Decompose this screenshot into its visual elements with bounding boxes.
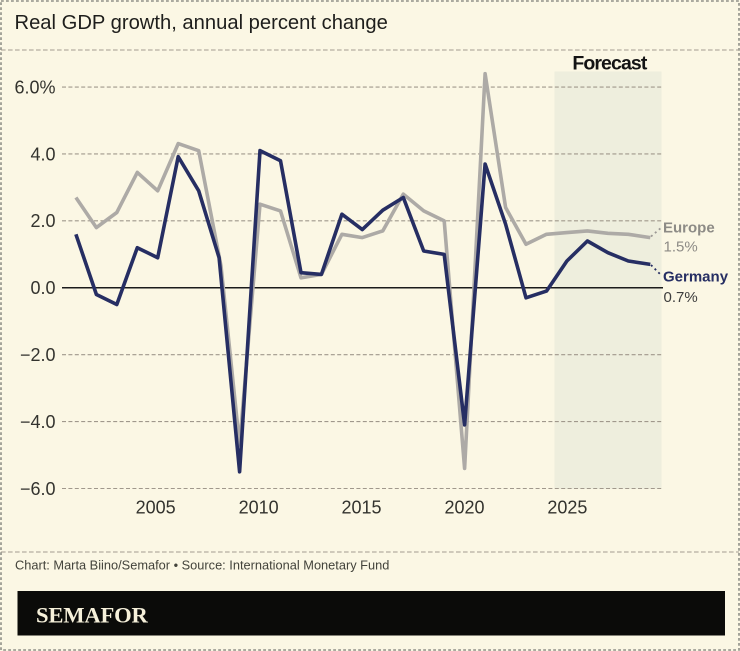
svg-text:Real GDP growth, annual percen: Real GDP growth, annual percent change	[15, 12, 388, 34]
svg-text:2015: 2015	[341, 498, 381, 518]
svg-text:Forecast: Forecast	[572, 52, 647, 74]
svg-text:2005: 2005	[136, 498, 176, 518]
svg-text:−4.0: −4.0	[20, 412, 56, 432]
svg-text:2.0: 2.0	[30, 211, 55, 231]
svg-text:Germany: Germany	[663, 268, 729, 285]
svg-text:0.0: 0.0	[30, 278, 55, 298]
svg-text:Chart: Marta Biino/Semafor • S: Chart: Marta Biino/Semafor • Source: Int…	[15, 558, 389, 573]
svg-text:1.5%: 1.5%	[664, 239, 698, 256]
svg-text:2010: 2010	[239, 498, 279, 518]
svg-text:6.0%: 6.0%	[14, 78, 55, 98]
svg-text:2020: 2020	[444, 498, 484, 518]
svg-text:SEMAFOR: SEMAFOR	[36, 603, 148, 628]
svg-text:−2.0: −2.0	[20, 345, 56, 365]
svg-text:0.7%: 0.7%	[664, 289, 698, 306]
svg-text:−6.0: −6.0	[20, 479, 56, 499]
svg-text:Europe: Europe	[663, 220, 715, 237]
svg-text:4.0: 4.0	[30, 144, 55, 164]
svg-text:2025: 2025	[547, 498, 587, 518]
